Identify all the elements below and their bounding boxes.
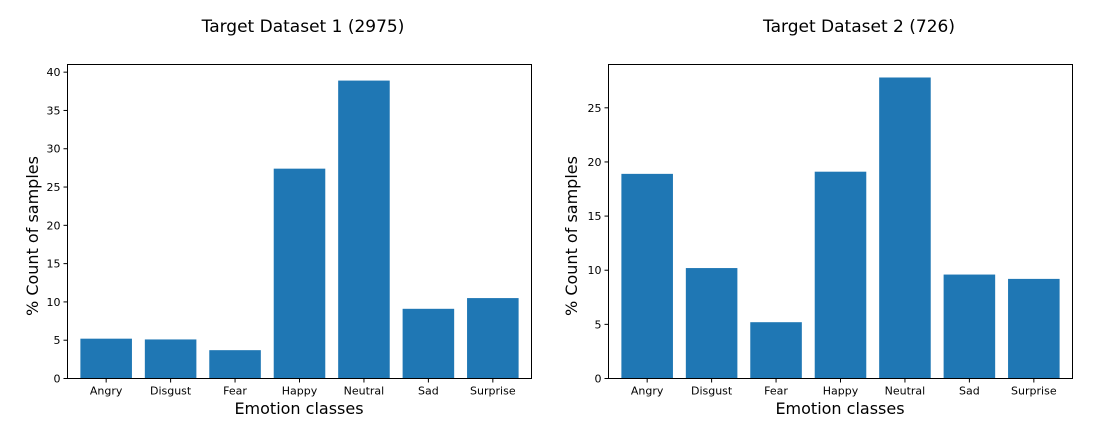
chart-2: Target Dataset 2 (726) 0 5 10 15 20 25 Angry D… <box>562 17 1073 418</box>
chart-2-bar-happy <box>814 171 867 379</box>
chart-2-xtick-label: Disgust <box>691 385 733 398</box>
chart-1-bar-angry <box>80 338 132 379</box>
chart-1-xtick-label: Disgust <box>150 385 192 398</box>
chart-1-ytick-label: 35 <box>47 104 61 117</box>
chart-2-xtick-label: Angry <box>631 385 664 398</box>
chart-1-ytick-label: 10 <box>47 296 61 309</box>
chart-1-bar-happy <box>273 168 326 379</box>
chart-1-xlabel: Emotion classes <box>234 399 363 418</box>
chart-2-ytick-label: 20 <box>588 156 602 169</box>
chart-1-bar-surprise <box>467 298 519 379</box>
chart-1-ytick-label: 30 <box>47 143 61 156</box>
chart-2-y-axis: 0 5 10 15 20 25 <box>588 102 609 386</box>
chart-2-bar-surprise <box>1008 278 1060 379</box>
chart-1-ytick-label: 15 <box>47 258 61 271</box>
chart-2-xtick-label: Sad <box>959 385 980 398</box>
chart-1-bar-disgust <box>144 339 197 379</box>
chart-2-xtick-label: Neutral <box>885 385 926 398</box>
chart-1-xtick-label: Sad <box>418 385 439 398</box>
chart-2-ytick-label: 0 <box>595 373 602 386</box>
chart-2-bar-angry <box>621 173 673 379</box>
chart-2-xtick-label: Surprise <box>1011 385 1057 398</box>
chart-1-ytick-label: 5 <box>54 334 61 347</box>
chart-1-frame <box>67 64 532 379</box>
chart-1-ytick-label: 20 <box>47 219 61 232</box>
chart-2-ytick-label: 25 <box>588 102 602 115</box>
chart-1-bars <box>80 80 519 379</box>
chart-1: Target Dataset 1 (2975) 0 5 10 15 20 25 30 35 40… <box>23 17 532 418</box>
chart-2-bar-disgust <box>685 268 738 379</box>
chart-2-bar-sad <box>943 274 996 379</box>
chart-1-title: Target Dataset 1 (2975) <box>201 17 405 37</box>
chart-1-ytick-label: 25 <box>47 181 61 194</box>
chart-2-ytick-label: 10 <box>588 264 602 277</box>
chart-2-bar-fear <box>750 322 802 379</box>
chart-1-xtick-label: Happy <box>282 385 318 398</box>
chart-2-x-axis: Angry Disgust Fear Happy Neutral Sad Surprise <box>631 378 1057 398</box>
chart-2-bars <box>621 77 1060 379</box>
chart-2-ytick-label: 15 <box>588 210 602 223</box>
chart-2-xlabel: Emotion classes <box>775 399 904 418</box>
chart-1-bar-neutral <box>338 80 390 379</box>
chart-1-ytick-label: 40 <box>47 66 61 79</box>
chart-1-xtick-label: Neutral <box>344 385 385 398</box>
chart-1-xtick-label: Fear <box>223 385 247 398</box>
chart-1-ytick-label: 0 <box>54 373 61 386</box>
chart-1-xtick-label: Surprise <box>470 385 516 398</box>
chart-2-frame <box>608 64 1073 379</box>
chart-2-title: Target Dataset 2 (726) <box>762 17 955 37</box>
chart-1-xtick-label: Angry <box>90 385 123 398</box>
chart-2-xtick-label: Fear <box>764 385 788 398</box>
chart-1-x-axis: Angry Disgust Fear Happy Neutral Sad Surprise <box>90 378 516 398</box>
chart-1-bar-sad <box>402 308 455 379</box>
chart-1-bar-fear <box>209 350 261 379</box>
chart-2-xtick-label: Happy <box>823 385 859 398</box>
chart-2-ylabel: % Count of samples <box>562 156 581 316</box>
chart-2-ytick-label: 5 <box>595 318 602 331</box>
chart-1-ylabel: % Count of samples <box>23 156 42 316</box>
chart-2-bar-neutral <box>879 77 931 379</box>
chart-1-y-axis: 0 5 10 15 20 25 30 35 40 <box>47 66 68 386</box>
